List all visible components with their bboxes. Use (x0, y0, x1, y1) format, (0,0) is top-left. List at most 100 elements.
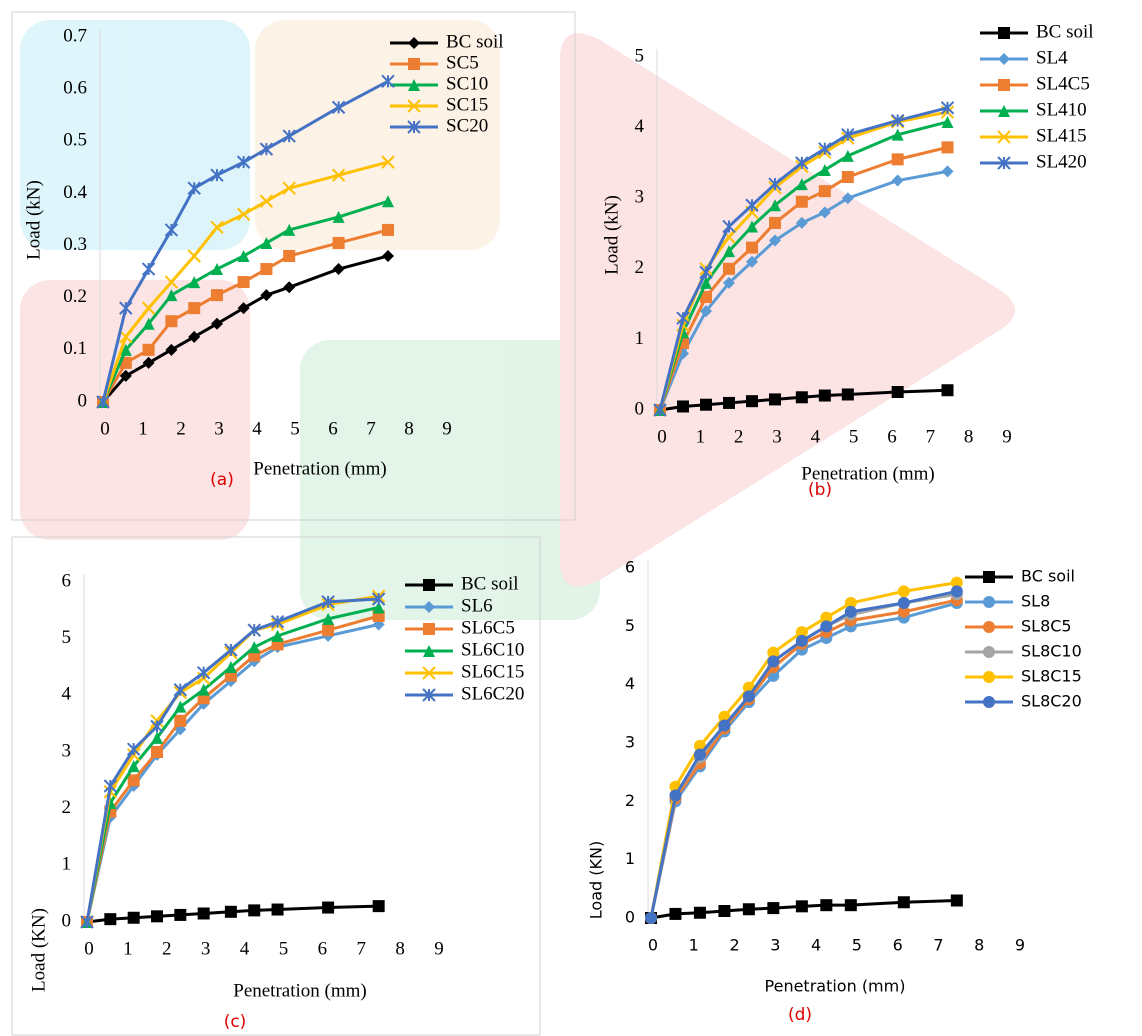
marker (127, 760, 140, 773)
marker (897, 585, 910, 598)
y-tick-label: 3 (625, 733, 635, 752)
marker (767, 646, 780, 659)
legend-label: SL6C10 (461, 639, 524, 660)
legend-label: BC soil (1036, 21, 1094, 42)
marker (841, 388, 854, 401)
marker (795, 391, 808, 404)
marker (331, 100, 346, 115)
marker (941, 384, 954, 397)
y-tick-label: 0.1 (63, 338, 87, 359)
marker (408, 79, 420, 91)
x-tick-label: 9 (434, 938, 444, 959)
legend-label: BC soil (461, 573, 519, 594)
marker (174, 700, 187, 713)
marker (767, 655, 780, 668)
marker (983, 571, 995, 583)
marker (700, 276, 712, 289)
marker (119, 330, 133, 344)
marker (270, 614, 285, 629)
marker (795, 900, 808, 913)
marker (997, 156, 1011, 170)
panel-label: (c) (224, 1012, 247, 1032)
marker (723, 276, 735, 289)
marker (718, 719, 731, 732)
x-tick-label: 2 (729, 936, 739, 955)
legend-label: SL8C20 (1021, 692, 1082, 711)
marker (211, 289, 223, 302)
marker (322, 612, 335, 625)
legend-label: SC5 (446, 52, 479, 73)
marker (653, 403, 667, 417)
x-tick-label: 7 (933, 936, 943, 955)
marker (407, 120, 421, 134)
marker (211, 317, 223, 330)
marker (142, 356, 155, 369)
x-tick-label: 4 (811, 426, 821, 447)
marker (408, 58, 420, 70)
marker (997, 130, 1011, 144)
x-axis-label: Penetration (mm) (253, 458, 387, 479)
marker (187, 249, 201, 263)
marker (693, 748, 706, 761)
marker (283, 281, 296, 294)
x-tick-label: 9 (1015, 936, 1025, 955)
x-tick-label: 6 (318, 938, 328, 959)
marker (841, 171, 854, 184)
legend-label: SL8C15 (1021, 667, 1082, 686)
x-tick-label: 9 (1002, 426, 1012, 447)
panel: 0 1 2 3 4 5 6 0 1 2 3 4 5 6 7 8 9 Penetration (mm) Load (K… (587, 558, 1082, 1026)
marker (211, 263, 223, 276)
marker (950, 894, 963, 907)
legend-label: SL6C15 (461, 661, 524, 682)
marker (818, 185, 831, 198)
marker (142, 317, 155, 330)
marker (174, 714, 187, 727)
marker (165, 315, 178, 328)
y-tick-label: 0 (625, 908, 635, 927)
legend-label: SL8C5 (1021, 617, 1072, 636)
marker (723, 262, 735, 275)
marker (769, 216, 781, 229)
x-axis-label: Penetration (mm) (765, 977, 906, 996)
marker (321, 595, 335, 609)
marker (769, 393, 781, 406)
legend-label: BC soil (446, 31, 504, 52)
marker (141, 262, 156, 276)
panel-label: (a) (210, 470, 234, 490)
y-tick-label: 5 (625, 616, 635, 635)
marker (795, 634, 808, 647)
marker (248, 904, 261, 917)
marker (746, 220, 758, 233)
marker (260, 289, 273, 302)
panel-label: (d) (788, 1005, 812, 1025)
y-tick-label: 0 (635, 398, 645, 419)
x-tick-label: 2 (176, 418, 186, 439)
marker (700, 305, 712, 318)
legend-label: SL8C10 (1021, 642, 1082, 661)
x-tick-label: 1 (123, 938, 133, 959)
marker (669, 907, 682, 920)
marker (247, 623, 261, 637)
legend-label: SC15 (446, 94, 488, 115)
marker (795, 626, 808, 639)
marker (260, 236, 273, 249)
marker (818, 206, 831, 219)
marker (998, 105, 1010, 117)
marker (841, 127, 855, 142)
x-tick-label: 8 (395, 938, 405, 959)
y-tick-label: 4 (635, 116, 645, 137)
y-tick-label: 0.7 (63, 25, 87, 46)
marker (372, 900, 385, 913)
marker (332, 236, 345, 249)
marker (164, 223, 179, 237)
marker (818, 142, 832, 156)
marker (236, 207, 251, 221)
marker (746, 395, 758, 408)
panel: 0 0.1 0.2 0.3 0.4 0.5 0.6 0.7 0 1 2 3 4 5 6 7 8 9 Penetrat… (23, 25, 503, 490)
marker (119, 369, 132, 382)
y-axis-label: Load (KN) (587, 841, 606, 919)
marker (693, 906, 706, 919)
x-tick-label: 4 (240, 938, 250, 959)
marker (151, 731, 163, 744)
